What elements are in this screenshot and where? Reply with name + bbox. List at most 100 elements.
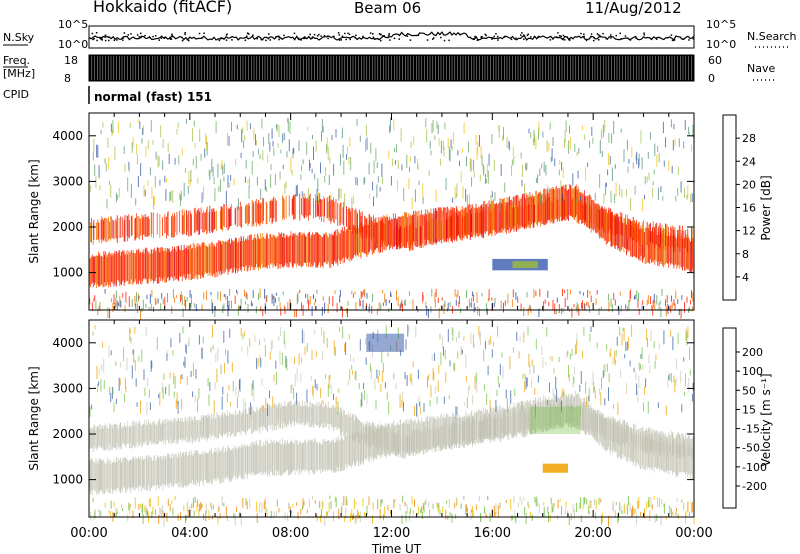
nsearch-point (473, 37, 475, 40)
ground-echo (212, 302, 214, 314)
scatter-echo (245, 159, 247, 169)
data-column (214, 447, 216, 482)
scatter-echo (382, 177, 384, 185)
data-column (346, 415, 348, 438)
data-column (220, 450, 222, 484)
data-column (230, 450, 231, 481)
data-column (646, 437, 648, 470)
data-column (533, 197, 535, 228)
data-column (219, 240, 220, 275)
scatter-echo (340, 188, 342, 199)
data-column (98, 254, 100, 286)
data-column (141, 425, 143, 448)
data-column (421, 432, 423, 451)
data-column (355, 229, 357, 257)
scatter-echo (199, 128, 201, 142)
ground-echo (192, 497, 194, 508)
data-column (390, 432, 392, 454)
ground-echo (210, 291, 212, 296)
scatter-echo (660, 186, 662, 192)
scatter-echo (372, 181, 374, 191)
nsearch-point (181, 39, 184, 42)
scatter-echo (523, 195, 525, 208)
data-column (569, 184, 570, 215)
nsearch-point (327, 37, 329, 40)
data-column (177, 246, 179, 280)
data-column (495, 418, 497, 437)
scatter-echo (546, 327, 548, 337)
ground-echo (260, 306, 262, 312)
data-column (156, 246, 158, 284)
data-column (270, 234, 271, 264)
scatter-echo (531, 359, 533, 366)
data-column (353, 414, 354, 440)
scatter-echo (612, 356, 614, 365)
ground-echo (220, 291, 221, 301)
scatter-echo (102, 341, 104, 348)
nsearch-point (655, 38, 658, 40)
data-column (647, 428, 649, 456)
data-column (290, 231, 292, 263)
data-column (192, 419, 193, 444)
scatter-echo (208, 169, 210, 177)
data-column (108, 253, 109, 288)
ground-echo (404, 501, 406, 507)
data-column (331, 408, 333, 427)
data-column (275, 440, 277, 476)
data-column (528, 407, 530, 429)
data-column (193, 453, 195, 486)
data-column (388, 432, 389, 449)
scatter-echo (144, 387, 146, 396)
data-column (410, 225, 411, 251)
nsearch-point (338, 34, 341, 36)
data-column (144, 458, 146, 490)
data-column (319, 442, 321, 470)
data-column (532, 198, 534, 227)
data-column (244, 238, 246, 267)
scatter-echo (228, 385, 230, 391)
scatter-echo (223, 330, 225, 343)
data-column (484, 414, 486, 437)
data-column (299, 231, 301, 266)
scatter-echo (622, 327, 624, 332)
ground-echo (136, 292, 138, 303)
data-column (171, 216, 173, 238)
scatter-echo (229, 182, 231, 188)
ground-echo (110, 500, 112, 509)
ground-echo (301, 302, 302, 311)
scatter-echo (271, 128, 273, 139)
scatter-echo (319, 193, 321, 204)
data-column (365, 225, 366, 254)
scatter-echo (179, 332, 181, 343)
scatter-echo (162, 139, 164, 149)
data-column (343, 408, 345, 436)
data-column (684, 238, 685, 271)
ground-echo (535, 496, 537, 507)
data-column (234, 448, 236, 477)
data-column (411, 223, 413, 251)
ground-echo (420, 509, 422, 514)
data-column (282, 233, 284, 268)
ground-echo (536, 498, 538, 507)
ground-echo (329, 495, 331, 500)
ground-echo (515, 515, 517, 524)
data-column (535, 409, 537, 432)
data-column (187, 455, 189, 486)
data-column (200, 246, 201, 279)
nsearch-point (101, 39, 103, 41)
scatter-echo (549, 356, 551, 361)
data-column (125, 253, 127, 281)
data-column (327, 201, 329, 221)
nsearch-point (417, 34, 420, 36)
data-column (229, 238, 230, 270)
ground-echo (600, 498, 602, 503)
scatter-echo (477, 141, 479, 155)
ground-echo (437, 504, 439, 513)
data-column (596, 208, 598, 228)
ground-echo (278, 297, 280, 302)
scatter-echo (208, 394, 210, 406)
ground-echo (327, 304, 329, 314)
ground-echo (484, 506, 485, 514)
ground-echo (656, 514, 658, 521)
ground-echo (493, 302, 495, 308)
